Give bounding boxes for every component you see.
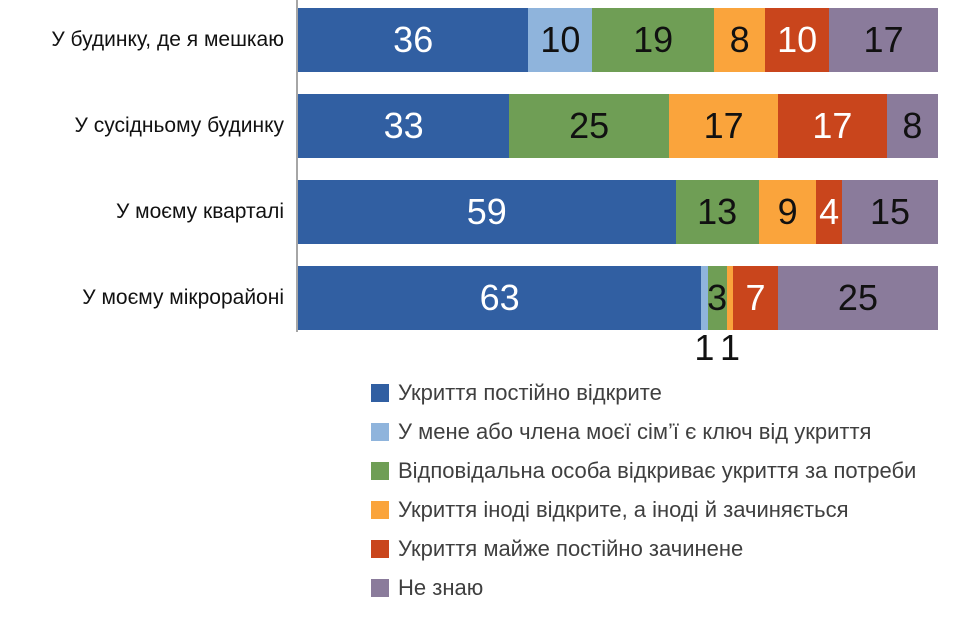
data-label: 13 — [697, 191, 738, 232]
legend-item: Укриття майже постійно зачинене — [371, 536, 916, 561]
bar-segment: 36 — [298, 8, 529, 72]
bar-segment: 10 — [528, 8, 593, 72]
bar-segment: 10 — [765, 8, 830, 72]
bar-segment: 17 — [829, 8, 938, 72]
legend-label: Укриття іноді відкрите, а іноді й зачиня… — [398, 497, 849, 522]
bar-segment: 59 — [298, 180, 676, 244]
data-label: 59 — [466, 191, 507, 232]
legend-label: У мене або члена моєї сім’ї є ключ від у… — [398, 419, 872, 444]
data-label-below: 1 — [719, 327, 741, 368]
bar-segment: 13 — [675, 180, 759, 244]
bar-segment: 9 — [758, 180, 817, 244]
legend-item: Укриття іноді відкрите, а іноді й зачиня… — [371, 497, 916, 522]
category-label: У сусідньому будинку — [74, 114, 284, 137]
legend-swatch-icon — [371, 579, 389, 597]
stacked-bar-row: 36 10 19 8 10 17 — [298, 8, 938, 72]
data-label: 17 — [863, 19, 904, 60]
data-label: 15 — [869, 191, 910, 232]
category-label: У моєму кварталі — [116, 200, 284, 223]
legend-label: Не знаю — [398, 575, 484, 600]
data-label: 25 — [569, 105, 610, 146]
data-label: 19 — [633, 19, 674, 60]
legend-swatch-icon — [371, 423, 389, 441]
bar-segment: 19 — [592, 8, 714, 72]
category-label: У будинку, де я мешкаю — [51, 28, 284, 51]
bar-segment: 33 — [298, 94, 510, 158]
bar-segment: 25 — [509, 94, 670, 158]
legend-swatch-icon — [371, 540, 389, 558]
bar-segment: 17 — [777, 94, 887, 158]
legend-swatch-icon — [371, 501, 389, 519]
data-label: 25 — [837, 277, 878, 318]
data-label: 3 — [707, 277, 728, 318]
data-label: 33 — [383, 105, 424, 146]
legend-item: Укриття постійно відкрите — [371, 380, 916, 405]
legend-item: Не знаю — [371, 575, 916, 600]
data-label-below: 1 — [694, 327, 715, 368]
y-axis-line — [296, 0, 298, 332]
stacked-bar-row: 33 25 17 17 8 — [298, 94, 938, 158]
legend-item: Відповідальна особа відкриває укриття за… — [371, 458, 916, 483]
stacked-bar-row: 63 3 7 25 — [298, 266, 938, 330]
bar-segment: 7 — [733, 266, 778, 330]
bar-segment: 25 — [777, 266, 938, 330]
data-label: 63 — [479, 277, 520, 318]
category-label: У моєму мікрорайоні — [82, 286, 284, 309]
data-label: 17 — [703, 105, 744, 146]
data-label: 9 — [777, 191, 798, 232]
stacked-bar-row: 59 13 9 4 15 — [298, 180, 938, 244]
data-label: 4 — [819, 191, 840, 232]
bar-segment: 3 — [707, 266, 728, 330]
bar-segment: 4 — [816, 180, 842, 244]
legend-swatch-icon — [371, 462, 389, 480]
legend-label: Відповідальна особа відкриває укриття за… — [398, 458, 917, 483]
bar-segment — [726, 266, 734, 330]
bar-segment: 63 — [298, 266, 702, 330]
bar-segment: 8 — [713, 8, 766, 72]
legend-label: Укриття майже постійно зачинене — [398, 536, 744, 561]
legend-label: Укриття постійно відкрите — [398, 380, 662, 405]
legend-item: У мене або члена моєї сім’ї є ключ від у… — [371, 419, 916, 444]
data-label: 8 — [902, 105, 923, 146]
bar-segment: 15 — [841, 180, 938, 244]
bar-segment — [701, 266, 708, 330]
legend: Укриття постійно відкрите У мене або член… — [371, 380, 916, 618]
data-label: 10 — [777, 19, 818, 60]
bar-segment: 8 — [886, 94, 938, 158]
data-label: 10 — [540, 19, 581, 60]
data-label: 17 — [812, 105, 853, 146]
data-label: 7 — [745, 277, 766, 318]
data-label: 8 — [729, 19, 750, 60]
bar-segment: 17 — [669, 94, 778, 158]
data-label: 36 — [393, 19, 434, 60]
legend-swatch-icon — [371, 384, 389, 402]
